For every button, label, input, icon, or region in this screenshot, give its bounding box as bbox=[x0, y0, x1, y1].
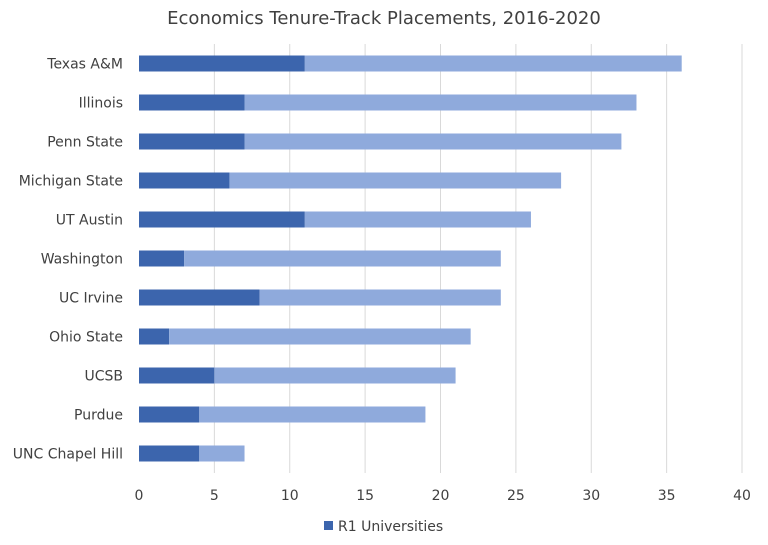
x-tick-label: 25 bbox=[507, 488, 525, 504]
bar-r1-segment bbox=[139, 367, 215, 384]
category-label: Washington bbox=[41, 252, 123, 268]
bars bbox=[139, 55, 682, 462]
bar-r1-segment bbox=[139, 211, 305, 228]
category-label: Ohio State bbox=[49, 330, 123, 346]
bar-r1-segment bbox=[139, 250, 185, 267]
category-label: Texas A&M bbox=[46, 57, 123, 73]
bar-r1-segment bbox=[139, 55, 305, 72]
bar-r1-segment bbox=[139, 289, 260, 306]
legend: R1 Universities bbox=[324, 519, 443, 535]
bar-other-segment bbox=[214, 367, 456, 384]
x-tick-label: 40 bbox=[733, 488, 751, 504]
category-label: UNC Chapel Hill bbox=[13, 447, 123, 463]
legend-label-r1: R1 Universities bbox=[338, 519, 443, 535]
bar-other-segment bbox=[199, 406, 426, 423]
bar-other-segment bbox=[304, 211, 531, 228]
category-label: Penn State bbox=[47, 135, 123, 151]
x-tick-label: 5 bbox=[210, 488, 219, 504]
bar-other-segment bbox=[259, 289, 501, 306]
x-tick-label: 30 bbox=[582, 488, 600, 504]
bar-other-segment bbox=[244, 94, 637, 111]
category-label: UCSB bbox=[84, 369, 123, 385]
bar-other-segment bbox=[199, 445, 245, 462]
bar-r1-segment bbox=[139, 133, 245, 150]
chart-title: Economics Tenure-Track Placements, 2016-… bbox=[167, 8, 601, 29]
x-tick-label: 35 bbox=[658, 488, 676, 504]
bar-other-segment bbox=[244, 133, 622, 150]
bar-other-segment bbox=[229, 172, 562, 189]
category-label: Illinois bbox=[79, 96, 123, 112]
category-label: Purdue bbox=[74, 408, 123, 424]
category-labels: Texas A&M Illinois Penn State Michigan Stat… bbox=[13, 57, 123, 463]
bar-r1-segment bbox=[139, 406, 200, 423]
legend-swatch-r1 bbox=[324, 521, 333, 530]
bar-r1-segment bbox=[139, 328, 170, 345]
x-tick-label: 20 bbox=[432, 488, 450, 504]
bar-other-segment bbox=[184, 250, 501, 267]
x-tick-label: 0 bbox=[135, 488, 144, 504]
bar-r1-segment bbox=[139, 445, 200, 462]
x-axis-ticks: 0 5 10 15 20 25 30 35 40 bbox=[135, 488, 751, 504]
bar-other-segment bbox=[169, 328, 471, 345]
bar-r1-segment bbox=[139, 94, 245, 111]
x-tick-label: 10 bbox=[281, 488, 299, 504]
x-tick-label: 15 bbox=[356, 488, 374, 504]
category-label: UC Irvine bbox=[59, 291, 123, 307]
bar-other-segment bbox=[304, 55, 682, 72]
bar-r1-segment bbox=[139, 172, 230, 189]
category-label: Michigan State bbox=[19, 174, 123, 190]
category-label: UT Austin bbox=[56, 213, 123, 229]
